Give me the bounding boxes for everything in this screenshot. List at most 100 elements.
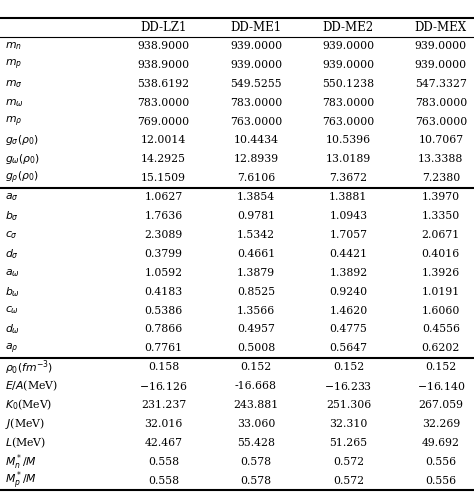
Text: 15.1509: 15.1509 bbox=[141, 173, 186, 183]
Text: 0.558: 0.558 bbox=[148, 457, 179, 467]
Text: 0.578: 0.578 bbox=[240, 457, 272, 467]
Text: $K_0$(MeV): $K_0$(MeV) bbox=[5, 398, 52, 412]
Text: $a_\rho$: $a_\rho$ bbox=[5, 341, 18, 356]
Text: 49.692: 49.692 bbox=[422, 438, 460, 448]
Text: 12.8939: 12.8939 bbox=[233, 154, 279, 164]
Text: 549.5255: 549.5255 bbox=[230, 79, 282, 89]
Text: 783.0000: 783.0000 bbox=[230, 98, 282, 108]
Text: 1.3854: 1.3854 bbox=[237, 192, 275, 202]
Text: $-$16.126: $-$16.126 bbox=[139, 380, 188, 392]
Text: 0.556: 0.556 bbox=[425, 476, 456, 486]
Text: 538.6192: 538.6192 bbox=[137, 79, 190, 89]
Text: 55.428: 55.428 bbox=[237, 438, 275, 448]
Text: 0.558: 0.558 bbox=[148, 476, 179, 486]
Text: $\rho_0(fm^{-3})$: $\rho_0(fm^{-3})$ bbox=[5, 358, 53, 376]
Text: $d_\sigma$: $d_\sigma$ bbox=[5, 247, 18, 261]
Text: 0.152: 0.152 bbox=[240, 362, 272, 372]
Text: $c_\sigma$: $c_\sigma$ bbox=[5, 229, 18, 241]
Text: 1.0943: 1.0943 bbox=[329, 211, 367, 221]
Text: 939.0000: 939.0000 bbox=[322, 41, 374, 51]
Text: 1.4620: 1.4620 bbox=[329, 305, 367, 316]
Text: 0.578: 0.578 bbox=[240, 476, 272, 486]
Text: 0.3799: 0.3799 bbox=[145, 249, 182, 259]
Text: 547.3327: 547.3327 bbox=[415, 79, 467, 89]
Text: $a_\omega$: $a_\omega$ bbox=[5, 267, 19, 279]
Text: 0.6202: 0.6202 bbox=[422, 343, 460, 353]
Text: 0.152: 0.152 bbox=[333, 362, 364, 372]
Text: 0.4957: 0.4957 bbox=[237, 325, 275, 335]
Text: 939.0000: 939.0000 bbox=[415, 41, 467, 51]
Text: 2.0671: 2.0671 bbox=[422, 230, 460, 240]
Text: 769.0000: 769.0000 bbox=[137, 116, 190, 127]
Text: 783.0000: 783.0000 bbox=[137, 98, 190, 108]
Text: $b_\sigma$: $b_\sigma$ bbox=[5, 209, 18, 223]
Text: 939.0000: 939.0000 bbox=[415, 60, 467, 70]
Text: 0.7866: 0.7866 bbox=[145, 325, 182, 335]
Text: DD-MEX: DD-MEX bbox=[415, 21, 467, 34]
Text: 13.3388: 13.3388 bbox=[418, 154, 464, 164]
Text: 1.5342: 1.5342 bbox=[237, 230, 275, 240]
Text: $E/A$(MeV): $E/A$(MeV) bbox=[5, 379, 58, 394]
Text: 763.0000: 763.0000 bbox=[322, 116, 374, 127]
Text: 1.0191: 1.0191 bbox=[422, 287, 460, 297]
Text: 1.3970: 1.3970 bbox=[422, 192, 460, 202]
Text: 1.6060: 1.6060 bbox=[422, 305, 460, 316]
Text: $b_\omega$: $b_\omega$ bbox=[5, 285, 20, 298]
Text: $m_\rho$: $m_\rho$ bbox=[5, 114, 22, 129]
Text: 763.0000: 763.0000 bbox=[415, 116, 467, 127]
Text: 7.6106: 7.6106 bbox=[237, 173, 275, 183]
Text: 0.9781: 0.9781 bbox=[237, 211, 275, 221]
Text: 32.016: 32.016 bbox=[145, 419, 182, 429]
Text: DD-ME1: DD-ME1 bbox=[230, 21, 282, 34]
Text: $a_\sigma$: $a_\sigma$ bbox=[5, 192, 18, 203]
Text: $L$(MeV): $L$(MeV) bbox=[5, 435, 46, 450]
Text: DD-ME2: DD-ME2 bbox=[323, 21, 374, 34]
Text: DD-LZ1: DD-LZ1 bbox=[140, 21, 187, 34]
Text: 0.5647: 0.5647 bbox=[329, 343, 367, 353]
Text: 243.881: 243.881 bbox=[233, 400, 279, 410]
Text: $-$16.233: $-$16.233 bbox=[324, 380, 373, 392]
Text: 2.3089: 2.3089 bbox=[145, 230, 182, 240]
Text: 0.572: 0.572 bbox=[333, 476, 364, 486]
Text: 0.158: 0.158 bbox=[148, 362, 179, 372]
Text: 0.4421: 0.4421 bbox=[329, 249, 367, 259]
Text: 1.0627: 1.0627 bbox=[145, 192, 182, 202]
Text: 0.556: 0.556 bbox=[425, 457, 456, 467]
Text: 10.7067: 10.7067 bbox=[418, 136, 464, 146]
Text: 1.7636: 1.7636 bbox=[145, 211, 182, 221]
Text: 7.2380: 7.2380 bbox=[422, 173, 460, 183]
Text: 10.4434: 10.4434 bbox=[234, 136, 278, 146]
Text: $-$16.140: $-$16.140 bbox=[417, 380, 465, 392]
Text: $d_\omega$: $d_\omega$ bbox=[5, 323, 20, 336]
Text: 1.3879: 1.3879 bbox=[237, 268, 275, 278]
Text: $g_\sigma(\rho_0)$: $g_\sigma(\rho_0)$ bbox=[5, 134, 38, 148]
Text: 1.3566: 1.3566 bbox=[237, 305, 275, 316]
Text: 42.467: 42.467 bbox=[145, 438, 182, 448]
Text: 251.306: 251.306 bbox=[326, 400, 371, 410]
Text: 13.0189: 13.0189 bbox=[326, 154, 371, 164]
Text: 0.8525: 0.8525 bbox=[237, 287, 275, 297]
Text: 1.3350: 1.3350 bbox=[422, 211, 460, 221]
Text: 0.7761: 0.7761 bbox=[145, 343, 182, 353]
Text: 1.3892: 1.3892 bbox=[329, 268, 367, 278]
Text: 0.4183: 0.4183 bbox=[145, 287, 182, 297]
Text: 938.9000: 938.9000 bbox=[137, 60, 190, 70]
Text: 0.5386: 0.5386 bbox=[145, 305, 182, 316]
Text: 12.0014: 12.0014 bbox=[141, 136, 186, 146]
Text: 32.269: 32.269 bbox=[422, 419, 460, 429]
Text: $m_n$: $m_n$ bbox=[5, 40, 22, 52]
Text: 783.0000: 783.0000 bbox=[415, 98, 467, 108]
Text: $g_\omega(\rho_0)$: $g_\omega(\rho_0)$ bbox=[5, 152, 40, 166]
Text: 939.0000: 939.0000 bbox=[322, 60, 374, 70]
Text: $M_n^*/M$: $M_n^*/M$ bbox=[5, 452, 36, 472]
Text: 0.9240: 0.9240 bbox=[329, 287, 367, 297]
Text: 0.4556: 0.4556 bbox=[422, 325, 460, 335]
Text: 1.0592: 1.0592 bbox=[145, 268, 182, 278]
Text: 267.059: 267.059 bbox=[419, 400, 463, 410]
Text: 0.4661: 0.4661 bbox=[237, 249, 275, 259]
Text: 0.572: 0.572 bbox=[333, 457, 364, 467]
Text: 763.0000: 763.0000 bbox=[230, 116, 282, 127]
Text: 939.0000: 939.0000 bbox=[230, 60, 282, 70]
Text: $m_\omega$: $m_\omega$ bbox=[5, 97, 23, 108]
Text: $g_\rho(\rho_0)$: $g_\rho(\rho_0)$ bbox=[5, 170, 38, 186]
